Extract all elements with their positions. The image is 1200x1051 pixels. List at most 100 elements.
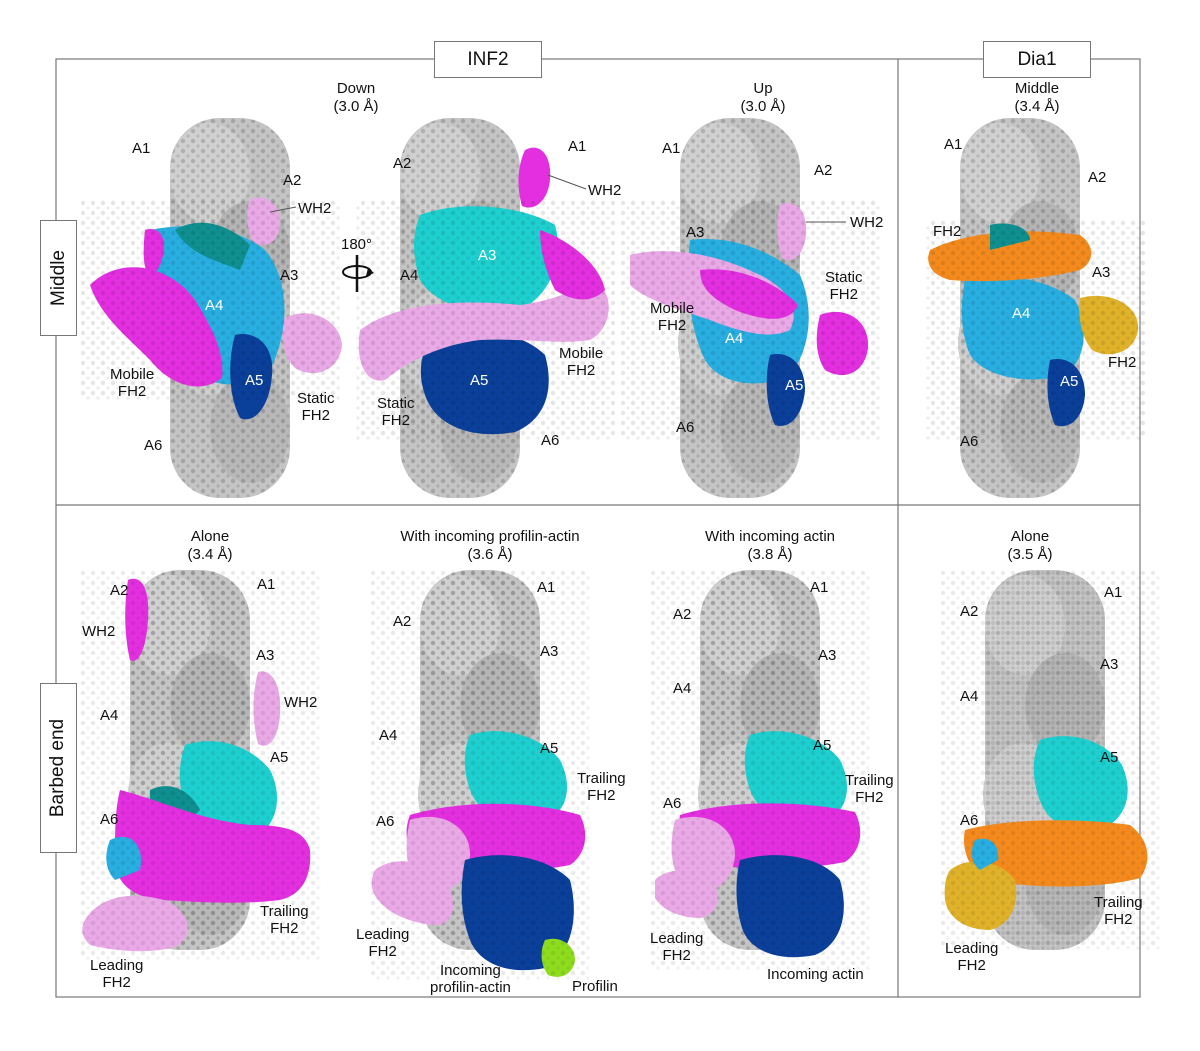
label-fh2: FH2 — [1108, 354, 1137, 371]
label-a6: A6 — [676, 419, 695, 436]
label-wh2: WH2 — [82, 623, 116, 640]
label-a4: A4 — [960, 688, 979, 705]
label-trailing-fh2: Trailing FH2 — [845, 772, 894, 806]
dia1-title-box: Dia1 — [983, 41, 1091, 78]
panel-down-header: Down (3.0 Å) — [333, 80, 379, 115]
density-map-inf2-middle-down — [80, 118, 342, 498]
label-wh2: WH2 — [298, 200, 332, 217]
inf2-title: INF2 — [467, 48, 509, 70]
label-a2: A2 — [673, 606, 692, 623]
density-map-dia1-barbed-alone — [940, 570, 1160, 950]
label-a5: A5 — [1100, 749, 1119, 766]
label-a4: A4 — [379, 727, 398, 744]
label-a5: A5 — [1060, 373, 1079, 390]
label-a3: A3 — [686, 224, 705, 241]
label-a2: A2 — [1088, 169, 1107, 186]
label-a4: A4 — [205, 297, 224, 314]
label-leading-fh2: Leading FH2 — [90, 957, 144, 991]
rotation-label: 180° — [341, 236, 373, 253]
panel-up-header: Up (3.0 Å) — [740, 80, 786, 115]
label-a1: A1 — [537, 579, 556, 596]
label-a4: A4 — [673, 680, 692, 697]
label-a5: A5 — [270, 749, 289, 766]
label-profilin: Profilin — [572, 978, 618, 995]
density-map-dia1-middle — [925, 118, 1145, 498]
label-a1: A1 — [257, 576, 276, 593]
label-a4: A4 — [100, 707, 119, 724]
panel-incoming-actin-header: With incoming actin (3.8 Å) — [704, 528, 836, 563]
label-mobile-fh2: Mobile FH2 — [559, 345, 604, 379]
label-a5: A5 — [245, 372, 264, 389]
label-a2: A2 — [960, 603, 979, 620]
label-a1: A1 — [810, 579, 829, 596]
panel-profilin-actin-header: With incoming profilin-actin (3.6 Å) — [400, 528, 580, 563]
label-a5: A5 — [470, 372, 489, 389]
label-a6: A6 — [144, 437, 163, 454]
row-label-barbed-box: Barbed end — [40, 683, 77, 853]
label-leading-fh2: Leading FH2 — [356, 926, 410, 960]
label-a4: A4 — [1012, 305, 1031, 322]
label-incoming-profilin-actin: Incoming profilin-actin — [430, 962, 511, 996]
density-map-inf2-barbed-incoming-actin — [650, 570, 870, 970]
label-leading-fh2: Leading FH2 — [650, 930, 704, 964]
label-static-fh2: Static FH2 — [825, 269, 863, 303]
label-mobile-fh2: Mobile FH2 — [110, 366, 155, 400]
label-a5: A5 — [540, 740, 559, 757]
density-map-inf2-middle-up — [620, 118, 880, 498]
label-leading-fh2: Leading FH2 — [945, 940, 999, 974]
density-map-inf2-barbed-profilin-actin — [370, 570, 590, 980]
panel-dia1-alone-header: Alone (3.5 Å) — [1007, 528, 1053, 563]
dia1-title: Dia1 — [1017, 48, 1057, 70]
panel-dia1-middle-header: Middle (3.4 Å) — [1014, 80, 1060, 115]
label-a3: A3 — [1092, 264, 1111, 281]
label-trailing-fh2: Trailing FH2 — [577, 770, 626, 804]
label-trailing-fh2: Trailing FH2 — [1094, 894, 1143, 928]
label-wh2: WH2 — [850, 214, 884, 231]
label-a6: A6 — [541, 432, 560, 449]
label-static-fh2: Static FH2 — [377, 395, 415, 429]
label-a5: A5 — [813, 737, 832, 754]
inf2-title-box: INF2 — [434, 41, 542, 78]
label-a4: A4 — [725, 330, 744, 347]
label-a1: A1 — [662, 140, 681, 157]
label-a1: A1 — [132, 140, 151, 157]
density-map-inf2-middle-rotated — [355, 118, 615, 498]
label-a3: A3 — [1100, 656, 1119, 673]
label-a2: A2 — [283, 172, 302, 189]
row-label-middle-box: Middle — [40, 220, 77, 336]
label-a6: A6 — [960, 433, 979, 450]
label-static-fh2: Static FH2 — [297, 390, 335, 424]
label-a2: A2 — [393, 613, 412, 630]
label-a3: A3 — [280, 267, 299, 284]
label-a6: A6 — [376, 813, 395, 830]
label-a1: A1 — [568, 138, 587, 155]
figure-frame — [55, 58, 1141, 998]
label-incoming-actin: Incoming actin — [767, 966, 864, 983]
density-map-inf2-barbed-alone — [80, 570, 320, 960]
leader-lines — [269, 174, 846, 223]
label-a6: A6 — [100, 811, 119, 828]
label-a6: A6 — [960, 812, 979, 829]
label-a2: A2 — [393, 155, 412, 172]
label-fh2: FH2 — [933, 223, 962, 240]
row-label-barbed: Barbed end — [47, 718, 69, 818]
label-a1: A1 — [944, 136, 963, 153]
row-label-middle: Middle — [47, 250, 69, 306]
label-a3: A3 — [256, 647, 275, 664]
label-wh2: WH2 — [284, 694, 318, 711]
label-a3: A3 — [478, 247, 497, 264]
label-a2: A2 — [814, 162, 833, 179]
label-mobile-fh2: Mobile FH2 — [650, 300, 695, 334]
label-a6: A6 — [663, 795, 682, 812]
label-trailing-fh2: Trailing FH2 — [260, 903, 309, 937]
panel-alone-header: Alone (3.4 Å) — [187, 528, 233, 563]
label-a1: A1 — [1104, 584, 1123, 601]
rotation-arrow-icon — [342, 255, 374, 292]
label-wh2: WH2 — [588, 182, 622, 199]
label-a2: A2 — [110, 582, 129, 599]
label-a3: A3 — [540, 643, 559, 660]
label-a3: A3 — [818, 647, 837, 664]
label-a4: A4 — [400, 267, 419, 284]
label-a5: A5 — [785, 377, 804, 394]
